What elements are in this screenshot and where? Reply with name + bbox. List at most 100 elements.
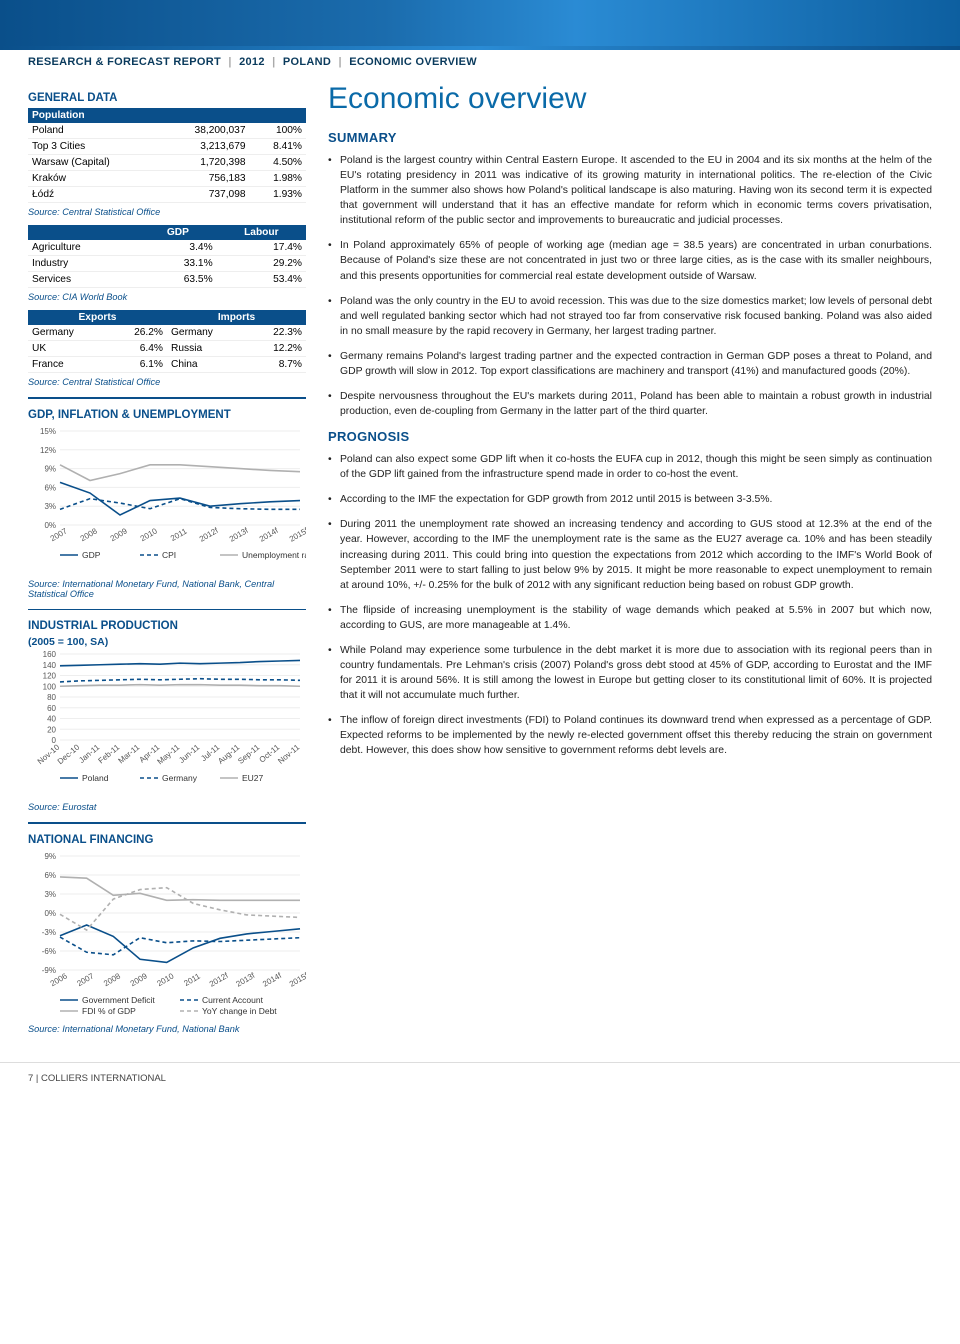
svg-text:2008: 2008 [79, 526, 99, 543]
svg-text:100: 100 [43, 682, 57, 691]
population-table: Population Poland38,200,037100%Top 3 Cit… [28, 108, 306, 203]
chart2-title: INDUSTRIAL PRODUCTION [28, 620, 306, 632]
svg-text:9%: 9% [44, 464, 56, 473]
summary-list: Poland is the largest country within Cen… [328, 153, 932, 419]
chart1-src: Source: International Monetary Fund, Nat… [28, 579, 306, 599]
top-banner [0, 0, 960, 46]
svg-text:160: 160 [43, 650, 57, 659]
svg-text:Unemployment rate: Unemployment rate [242, 550, 306, 560]
trade-table: ExportsImports Germany26.2%Germany22.3%U… [28, 310, 306, 373]
pop-src: Source: Central Statistical Office [28, 207, 306, 217]
svg-text:3%: 3% [44, 502, 56, 511]
list-item: Despite nervousness throughout the EU's … [328, 389, 932, 419]
svg-text:Poland: Poland [82, 773, 109, 783]
page-title: Economic overview [328, 82, 932, 116]
svg-text:120: 120 [43, 672, 57, 681]
list-item: Poland can also expect some GDP lift whe… [328, 452, 932, 482]
list-item: The flipside of increasing unemployment … [328, 603, 932, 633]
crumb-d: ECONOMIC OVERVIEW [349, 56, 477, 68]
list-item: While Poland may experience some turbule… [328, 643, 932, 703]
chart3-title: NATIONAL FINANCING [28, 834, 306, 846]
svg-text:2011: 2011 [169, 526, 189, 543]
svg-text:140: 140 [43, 661, 57, 670]
svg-text:2008: 2008 [102, 971, 122, 988]
svg-text:Mar-11: Mar-11 [117, 742, 142, 765]
prognosis-heading: PROGNOSIS [328, 429, 932, 444]
gdp-labour-table: GDPLabour Agriculture3.4%17.4%Industry33… [28, 225, 306, 288]
svg-text:9%: 9% [44, 852, 56, 861]
svg-text:2013f: 2013f [234, 970, 257, 988]
svg-text:12%: 12% [40, 445, 56, 454]
svg-text:GDP: GDP [82, 550, 101, 560]
chart2-sub: (2005 = 100, SA) [28, 636, 306, 648]
svg-text:Germany: Germany [162, 773, 198, 783]
page-footer: 7 | COLLIERS INTERNATIONAL [0, 1062, 960, 1102]
list-item: In Poland approximately 65% of people of… [328, 238, 932, 283]
svg-text:Feb-11: Feb-11 [97, 742, 122, 765]
svg-text:0%: 0% [44, 521, 56, 530]
gdp-inflation-chart: 0%3%6%9%12%15%200720082009201020112012f2… [28, 425, 306, 575]
list-item: During 2011 the unemployment rate showed… [328, 517, 932, 592]
general-data-title: GENERAL DATA [28, 92, 306, 104]
svg-text:Current Account: Current Account [202, 995, 264, 1005]
svg-text:2014f: 2014f [258, 525, 281, 543]
list-item: Poland was the only country in the EU to… [328, 294, 932, 339]
svg-text:2013f: 2013f [228, 525, 251, 543]
svg-text:2011: 2011 [182, 971, 202, 988]
svg-text:CPI: CPI [162, 550, 176, 560]
chart3-src: Source: International Monetary Fund, Nat… [28, 1024, 306, 1034]
svg-text:Dec-10: Dec-10 [56, 742, 82, 766]
svg-text:2015f: 2015f [288, 970, 306, 988]
svg-text:2010: 2010 [155, 971, 175, 988]
table-cell: Top 3 Cities [28, 139, 159, 155]
list-item: The inflow of foreign direct investments… [328, 713, 932, 758]
table-cell: Łódź [28, 187, 159, 203]
table-cell: Poland [28, 123, 159, 139]
svg-text:May-11: May-11 [156, 742, 182, 766]
list-item: Poland is the largest country within Cen… [328, 153, 932, 228]
svg-text:6%: 6% [44, 871, 56, 880]
crumb-c: POLAND [283, 56, 331, 68]
svg-text:15%: 15% [40, 427, 56, 436]
pop-header: Population [28, 108, 306, 123]
svg-text:2012f: 2012f [208, 970, 231, 988]
list-item: Germany remains Poland's largest trading… [328, 349, 932, 379]
national-financing-chart: -9%-6%-3%0%3%6%9%20062007200820092010201… [28, 850, 306, 1020]
svg-text:2012f: 2012f [198, 525, 221, 543]
table-cell: Warsaw (Capital) [28, 155, 159, 171]
svg-text:2009: 2009 [109, 526, 129, 543]
chart1-title: GDP, INFLATION & UNEMPLOYMENT [28, 409, 306, 421]
svg-text:-9%: -9% [42, 966, 56, 975]
crumb-a: RESEARCH & FORECAST REPORT [28, 56, 221, 68]
prognosis-list: Poland can also expect some GDP lift whe… [328, 452, 932, 758]
svg-text:Nov-11: Nov-11 [276, 742, 302, 765]
svg-text:0%: 0% [44, 909, 56, 918]
svg-text:YoY change in Debt: YoY change in Debt [202, 1006, 277, 1016]
list-item: According to the IMF the expectation for… [328, 492, 932, 507]
svg-text:2015f: 2015f [288, 525, 306, 543]
svg-text:2009: 2009 [129, 971, 149, 988]
svg-text:FDI % of GDP: FDI % of GDP [82, 1006, 136, 1016]
svg-text:2007: 2007 [75, 971, 95, 988]
table-cell: Kraków [28, 171, 159, 187]
breadcrumb: RESEARCH & FORECAST REPORT | 2012 | POLA… [0, 46, 960, 74]
svg-text:40: 40 [47, 715, 56, 724]
svg-text:Sep-11: Sep-11 [236, 742, 262, 765]
svg-text:Government Deficit: Government Deficit [82, 995, 155, 1005]
right-column: Economic overview SUMMARY Poland is the … [328, 82, 932, 1042]
svg-text:20: 20 [47, 725, 56, 734]
svg-text:80: 80 [47, 693, 56, 702]
svg-text:2014f: 2014f [261, 970, 284, 988]
industrial-production-chart: 020406080100120140160Nov-10Dec-10Jan-11F… [28, 648, 306, 798]
trade-src: Source: Central Statistical Office [28, 377, 306, 387]
svg-text:EU27: EU27 [242, 773, 264, 783]
svg-text:2010: 2010 [139, 526, 159, 543]
left-column: GENERAL DATA Population Poland38,200,037… [28, 82, 306, 1042]
summary-heading: SUMMARY [328, 130, 932, 145]
svg-text:-6%: -6% [42, 947, 56, 956]
svg-text:Jun-11: Jun-11 [177, 742, 201, 765]
svg-text:6%: 6% [44, 483, 56, 492]
gdp-src: Source: CIA World Book [28, 292, 306, 302]
svg-text:-3%: -3% [42, 928, 56, 937]
svg-text:60: 60 [47, 704, 56, 713]
